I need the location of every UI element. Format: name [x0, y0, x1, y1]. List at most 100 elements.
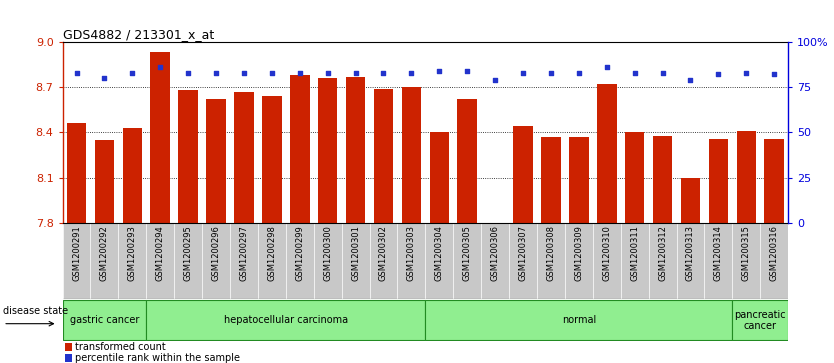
- Bar: [430, 132, 449, 223]
- Bar: [732, 300, 788, 340]
- Point: [460, 68, 474, 74]
- Bar: [94, 140, 114, 223]
- Point: [404, 70, 418, 76]
- Text: GSM1200296: GSM1200296: [212, 225, 220, 281]
- Point: [265, 70, 279, 76]
- Bar: [593, 223, 620, 299]
- Bar: [485, 223, 505, 229]
- Bar: [230, 223, 258, 299]
- Bar: [346, 77, 365, 223]
- Bar: [513, 126, 533, 223]
- Point: [740, 70, 753, 76]
- Bar: [732, 223, 761, 299]
- Bar: [597, 84, 616, 223]
- Bar: [676, 223, 705, 299]
- Point: [572, 70, 585, 76]
- Bar: [206, 99, 226, 223]
- Text: GSM1200311: GSM1200311: [631, 225, 639, 281]
- Text: GSM1200313: GSM1200313: [686, 225, 695, 281]
- Bar: [150, 52, 170, 223]
- Text: GSM1200314: GSM1200314: [714, 225, 723, 281]
- Bar: [481, 223, 509, 299]
- Text: GSM1200303: GSM1200303: [407, 225, 416, 281]
- Text: GSM1200308: GSM1200308: [546, 225, 555, 281]
- Text: GSM1200315: GSM1200315: [741, 225, 751, 281]
- Bar: [709, 139, 728, 223]
- Point: [98, 75, 111, 81]
- Text: GSM1200306: GSM1200306: [490, 225, 500, 281]
- Bar: [202, 223, 230, 299]
- Text: GSM1200299: GSM1200299: [295, 225, 304, 281]
- Bar: [761, 223, 788, 299]
- Point: [321, 70, 334, 76]
- Point: [684, 77, 697, 83]
- Bar: [262, 96, 282, 223]
- Point: [209, 70, 223, 76]
- Text: GSM1200294: GSM1200294: [156, 225, 165, 281]
- Bar: [765, 139, 784, 223]
- Bar: [123, 128, 142, 223]
- Bar: [425, 300, 732, 340]
- Bar: [705, 223, 732, 299]
- Point: [377, 70, 390, 76]
- Bar: [374, 89, 394, 223]
- Bar: [90, 223, 118, 299]
- Point: [489, 77, 502, 83]
- Bar: [174, 223, 202, 299]
- Text: disease state: disease state: [3, 306, 68, 316]
- Bar: [569, 137, 589, 223]
- Text: GSM1200309: GSM1200309: [575, 225, 583, 281]
- Bar: [63, 300, 146, 340]
- Point: [600, 64, 614, 70]
- Bar: [509, 223, 537, 299]
- Bar: [234, 91, 254, 223]
- Text: percentile rank within the sample: percentile rank within the sample: [75, 353, 240, 363]
- Bar: [565, 223, 593, 299]
- Bar: [537, 223, 565, 299]
- Text: gastric cancer: gastric cancer: [70, 315, 139, 325]
- Bar: [146, 300, 425, 340]
- Point: [293, 70, 306, 76]
- Text: GDS4882 / 213301_x_at: GDS4882 / 213301_x_at: [63, 28, 214, 41]
- Text: GSM1200301: GSM1200301: [351, 225, 360, 281]
- Bar: [258, 223, 286, 299]
- Bar: [64, 354, 72, 362]
- Point: [711, 72, 725, 77]
- Text: GSM1200302: GSM1200302: [379, 225, 388, 281]
- Text: GSM1200292: GSM1200292: [100, 225, 109, 281]
- Text: GSM1200295: GSM1200295: [183, 225, 193, 281]
- Text: GSM1200316: GSM1200316: [770, 225, 779, 281]
- Bar: [620, 223, 649, 299]
- Point: [433, 68, 446, 74]
- Bar: [342, 223, 369, 299]
- Bar: [67, 123, 86, 223]
- Text: GSM1200304: GSM1200304: [435, 225, 444, 281]
- Bar: [369, 223, 398, 299]
- Bar: [178, 90, 198, 223]
- Bar: [146, 223, 174, 299]
- Bar: [541, 137, 560, 223]
- Text: pancreatic
cancer: pancreatic cancer: [735, 310, 786, 331]
- Text: GSM1200305: GSM1200305: [463, 225, 472, 281]
- Bar: [736, 131, 756, 223]
- Bar: [118, 223, 146, 299]
- Bar: [286, 223, 314, 299]
- Bar: [398, 223, 425, 299]
- Point: [237, 70, 250, 76]
- Bar: [625, 132, 645, 223]
- Bar: [64, 343, 72, 351]
- Point: [656, 70, 669, 76]
- Text: GSM1200310: GSM1200310: [602, 225, 611, 281]
- Text: GSM1200312: GSM1200312: [658, 225, 667, 281]
- Bar: [653, 135, 672, 223]
- Bar: [314, 223, 342, 299]
- Text: GSM1200300: GSM1200300: [323, 225, 332, 281]
- Bar: [681, 178, 701, 223]
- Text: normal: normal: [562, 315, 596, 325]
- Text: GSM1200297: GSM1200297: [239, 225, 249, 281]
- Point: [153, 64, 167, 70]
- Point: [349, 70, 362, 76]
- Point: [126, 70, 139, 76]
- Bar: [649, 223, 676, 299]
- Bar: [457, 99, 477, 223]
